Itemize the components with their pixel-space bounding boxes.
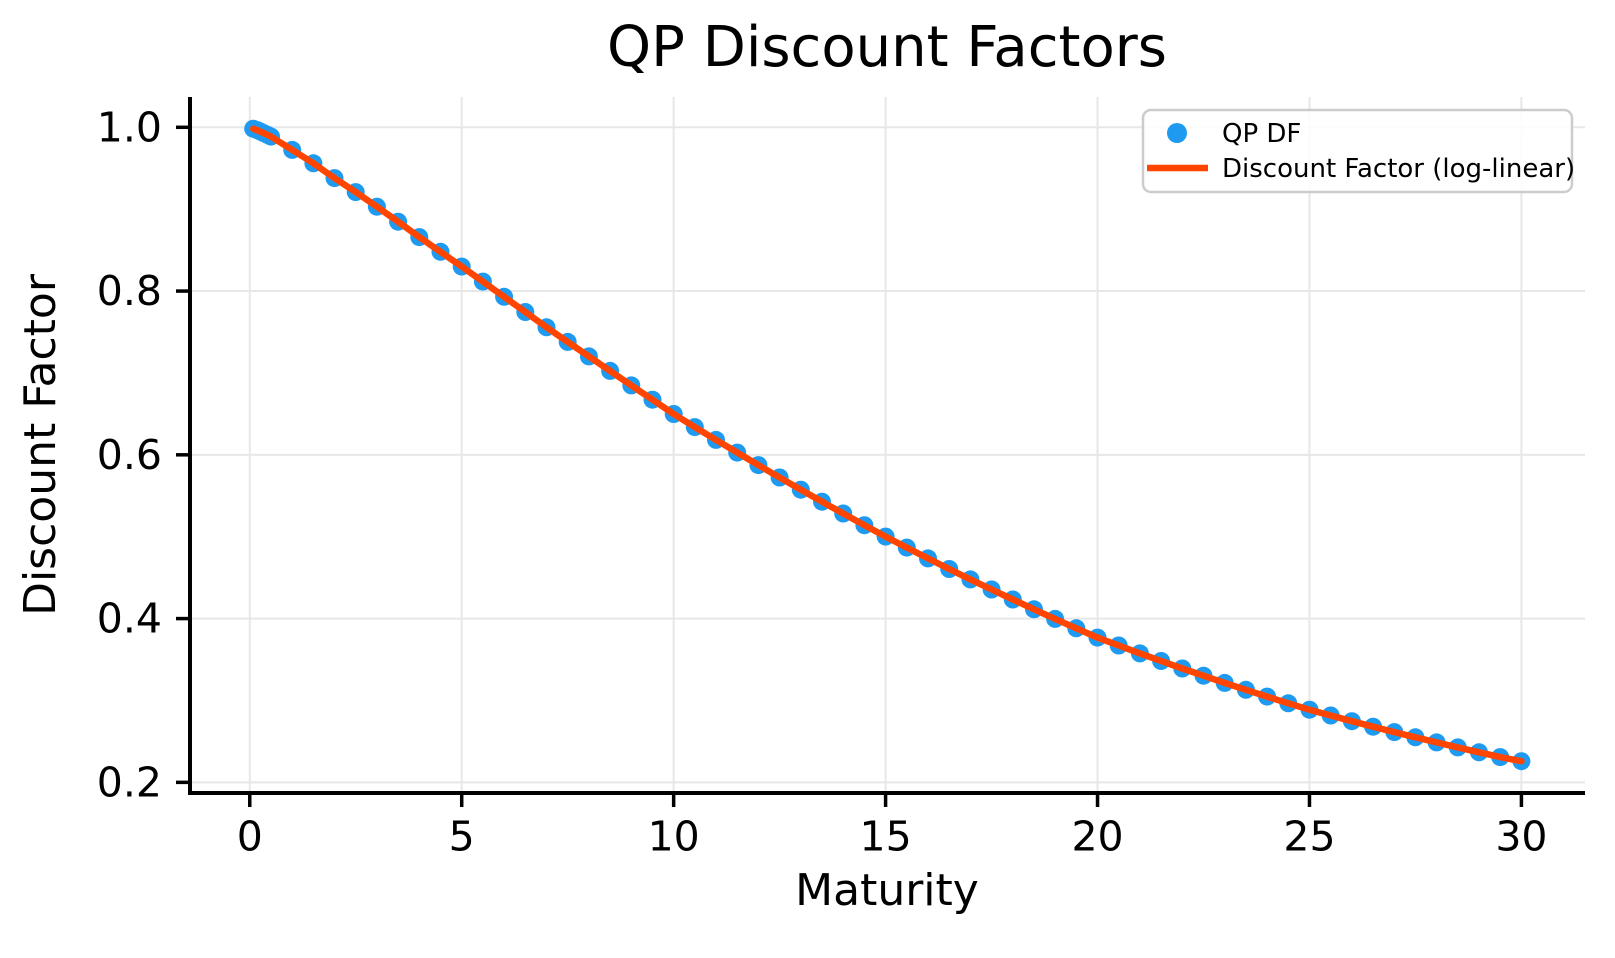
x-tick-label: 10 (648, 812, 700, 860)
legend-marker-dot-icon (1167, 123, 1187, 143)
x-tick-label: 25 (1283, 812, 1335, 860)
x-tick-label: 5 (449, 812, 475, 860)
x-axis-label: Maturity (795, 865, 979, 916)
legend-label-qp-df: QP DF (1222, 119, 1301, 149)
legend-box (1141, 108, 1574, 194)
x-tick-label: 20 (1071, 812, 1123, 860)
line-series-discount-factor (249, 125, 1525, 765)
x-tick-label: 30 (1495, 812, 1547, 860)
y-tick-label: 0.8 (97, 267, 162, 315)
y-tick-label: 0.6 (97, 431, 162, 479)
y-axis-label: Discount Factor (15, 273, 66, 616)
x-tick-label: 0 (237, 812, 263, 860)
y-tick-label: 0.4 (97, 595, 162, 643)
y-tick-label: 0.2 (97, 758, 162, 806)
legend: QP DF Discount Factor (log-linear) (1141, 108, 1575, 194)
discount-factor-curve (249, 125, 1525, 765)
gridlines (190, 97, 1585, 793)
chart-title: QP Discount Factors (607, 15, 1167, 80)
legend-label-discount-factor: Discount Factor (log-linear) (1222, 154, 1575, 184)
axis-tick-labels: 0 5 10 15 20 25 30 0.2 0.4 0.6 0.8 1.0 (97, 103, 1548, 860)
y-tick-label: 1.0 (97, 103, 162, 151)
x-tick-label: 15 (860, 812, 912, 860)
axis-ticks (176, 125, 1524, 807)
